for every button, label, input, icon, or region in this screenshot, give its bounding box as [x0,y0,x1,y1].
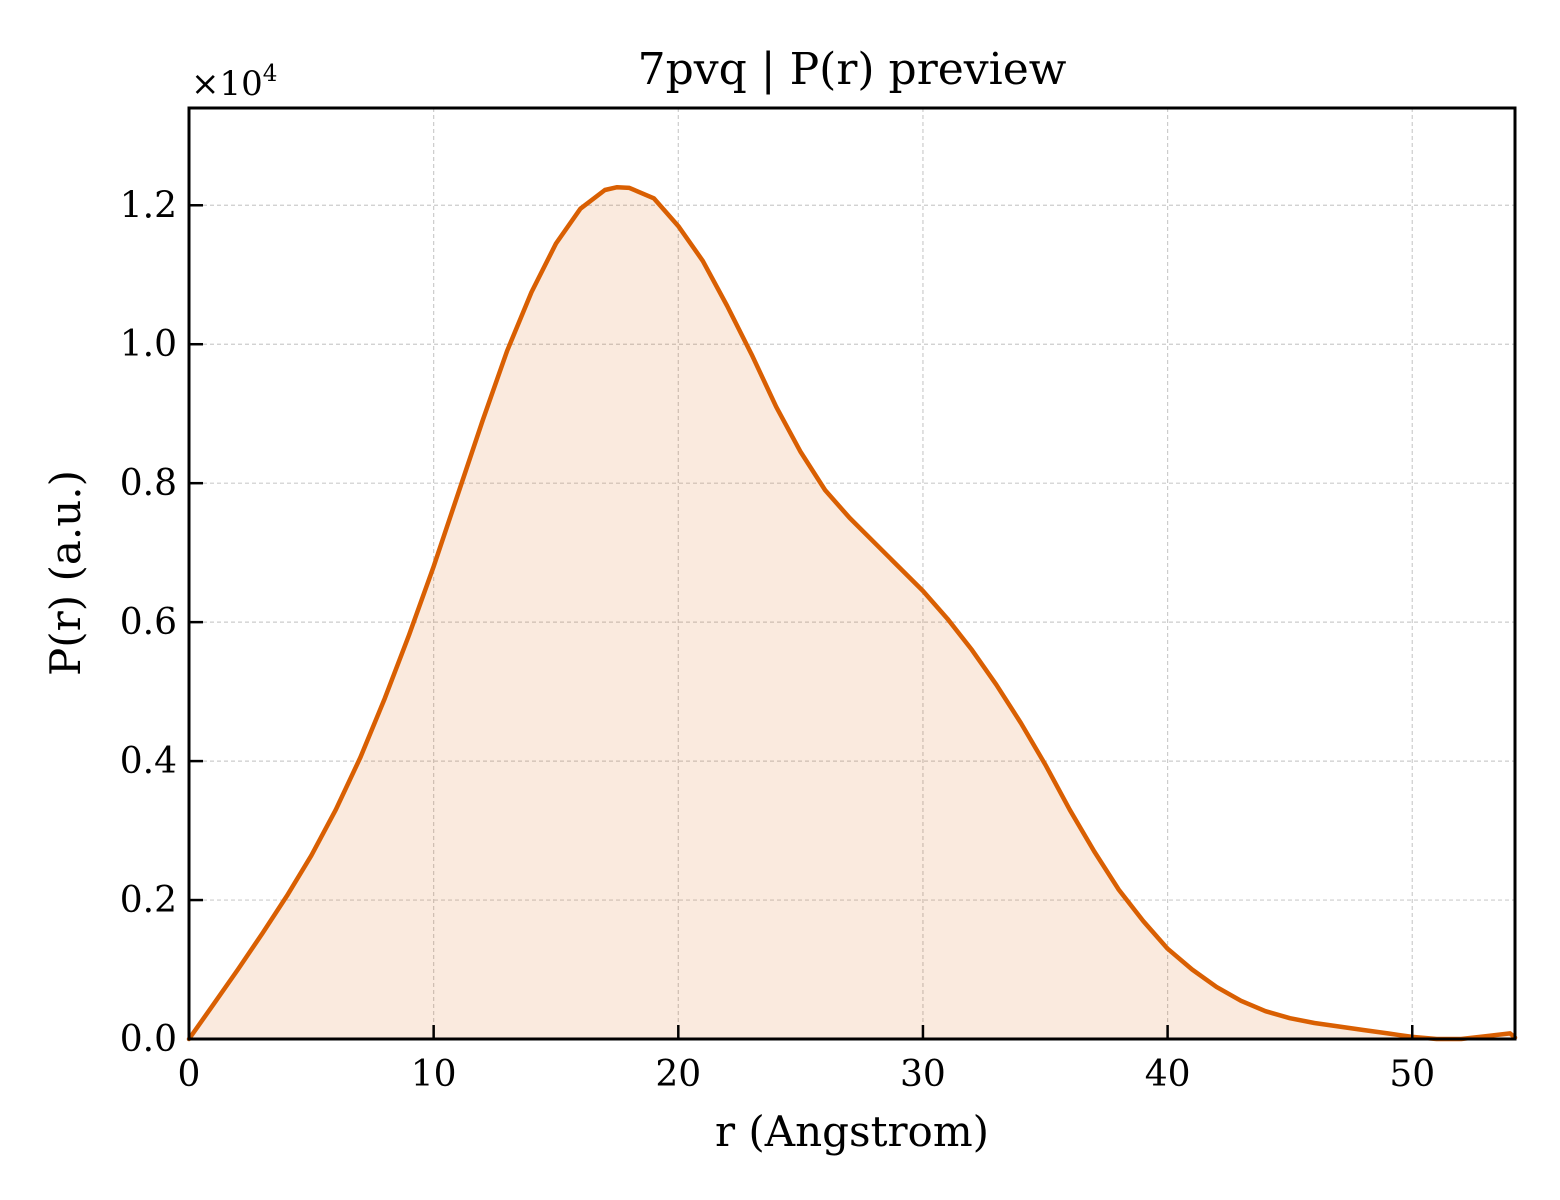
chart-title: 7pvq | P(r) preview [638,44,1067,95]
plot-frame [187,106,1517,1041]
series-layer [186,184,1518,1042]
x-tick-label: 0 [178,1054,201,1095]
y-axis-multiplier-base: ×10 [191,64,263,104]
y-tick-label: 0.0 [120,1019,177,1060]
y-axis-label: P(r) (a.u.) [41,470,90,676]
x-tick-label: 20 [655,1054,701,1095]
x-tick-label: 40 [1145,1054,1191,1095]
y-tick-label: 0.4 [120,741,177,782]
pr-area-fill [189,187,1515,1039]
y-tick-label: 1.0 [120,324,177,365]
x-tick-label: 50 [1389,1054,1435,1095]
y-axis-multiplier-exponent: 4 [263,61,278,87]
pr-series-line [186,184,1518,1042]
x-axis-label: r (Angstrom) [715,1107,989,1156]
axis-ticks: 0 10 20 30 40 50 0.0 0.2 0.4 0.6 0.8 1.0 1.2 [120,185,1435,1095]
y-tick-label: 0.2 [120,880,177,921]
y-tick-label: 0.6 [120,602,177,643]
grid-lines [189,108,1515,1039]
x-tick-label: 10 [411,1054,457,1095]
y-axis-multiplier: ×104 [191,61,277,104]
y-tick-label: 0.8 [120,463,177,504]
x-tick-label: 30 [900,1054,946,1095]
y-tick-label: 1.2 [120,185,177,226]
